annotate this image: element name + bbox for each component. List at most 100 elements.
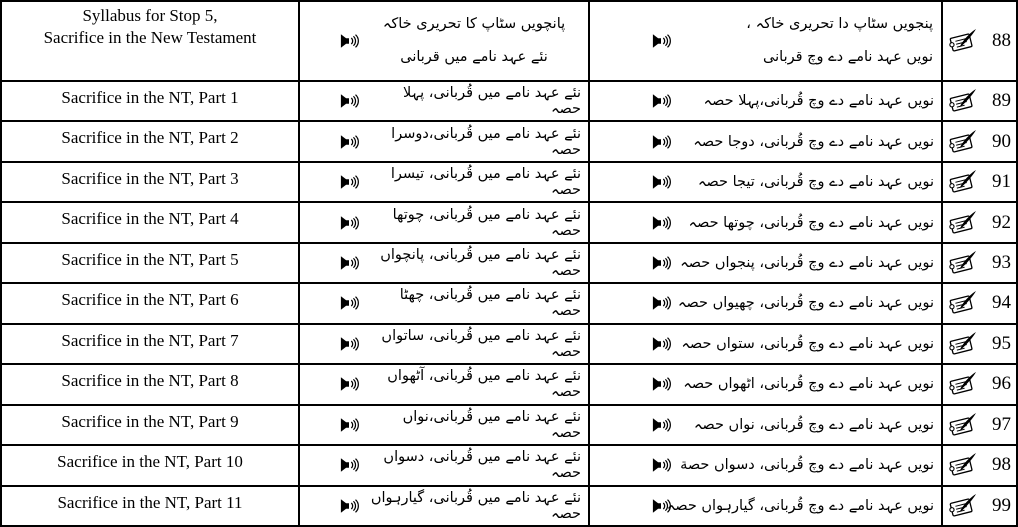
speaker-icon[interactable] (340, 33, 361, 49)
speaker-icon[interactable] (340, 134, 361, 149)
english-title: Sacrifice in the NT, Part 7 (61, 330, 239, 350)
urdu-title: نئے عہد نامے میں قُربانی،نواں حصہ (402, 408, 581, 441)
punjabi-audio-cell: نویں عہد نامے دے وچ قُربانی، نواں حصہ (590, 405, 941, 445)
urdu-title-line2: نئے عہد نامے میں قربانی (400, 49, 548, 65)
english-title-cell: Sacrifice in the NT, Part 6 (2, 284, 298, 323)
lesson-number-cell: 89 (943, 82, 1016, 121)
urdu-title-line1: پانچویں سٹاپ کا تحریری خاکہ (382, 15, 566, 32)
speaker-icon[interactable] (652, 296, 673, 311)
header-punjabi-cell: پنجویں سٹاپ دا تحریری خاکہ ، نویں عہد نا… (590, 2, 941, 80)
english-title: Sacrifice in the NT, Part 11 (57, 492, 243, 512)
scroll-pen-icon[interactable] (947, 129, 977, 155)
speaker-icon[interactable] (652, 457, 673, 473)
urdu-audio-cell: نئے عہد نامے میں قُربانی، دسواں حصہ (300, 446, 588, 485)
speaker-icon[interactable] (340, 498, 361, 514)
urdu-audio-cell: نئے عہد نامے میں قُربانی، ساتواں حصہ (300, 324, 588, 364)
speaker-icon[interactable] (340, 377, 361, 392)
scroll-pen-icon[interactable] (947, 169, 977, 195)
punjabi-audio-cell: نویں عہد نامے دے وچ قُربانی، چھیواں حصہ (590, 284, 941, 323)
lesson-number: 91 (992, 171, 1011, 193)
english-title-cell: Sacrifice in the NT, Part 2 (2, 122, 298, 161)
punjabi-audio-cell: نویں عہد نامے دے وچ قُربانی، گیارہواں حص… (590, 486, 941, 525)
english-title-cell: Sacrifice in the NT, Part 9 (2, 405, 298, 445)
lesson-number: 88 (992, 30, 1011, 51)
urdu-title: نئے عہد نامے میں قُربانی،دوسرا حصہ (391, 125, 581, 158)
urdu-audio-cell: نئے عہد نامے میں قُربانی، پانچواں حصہ (300, 243, 588, 283)
english-title-cell: Sacrifice in the NT, Part 3 (2, 162, 298, 202)
lesson-number-cell: 91 (943, 162, 1016, 202)
speaker-icon[interactable] (340, 417, 361, 433)
urdu-title: نئے عہد نامے میں قُربانی، گیارہواں حصہ (370, 489, 581, 522)
header-number-cell: 88 (943, 2, 1016, 80)
scroll-pen-icon[interactable] (947, 28, 977, 54)
speaker-icon[interactable] (652, 215, 673, 230)
lesson-number-cell: 90 (943, 122, 1016, 161)
speaker-icon[interactable] (652, 377, 673, 392)
speaker-icon[interactable] (652, 33, 673, 49)
urdu-audio-cell: نئے عہد نامے میں قُربانی،دوسرا حصہ (300, 122, 588, 161)
punjabi-audio-cell: نویں عہد نامے دے وچ قُربانی، ستواں حصہ (590, 324, 941, 364)
punjabi-title: نویں عہد نامے دے وچ قُربانی، دسواں حصة (680, 457, 934, 474)
speaker-icon[interactable] (340, 174, 361, 190)
punjabi-title: نویں عہد نامے دے وچ قُربانی، تیجا حصہ (697, 174, 934, 191)
urdu-title: نئے عہد نامے میں قُربانی، آٹھواں حصہ (387, 368, 581, 401)
english-title: Sacrifice in the NT, Part 10 (57, 452, 243, 472)
scroll-pen-icon[interactable] (947, 452, 977, 478)
punjabi-title: نویں عہد نامے دے وچ قُربانی، چوتھا حصہ (688, 214, 934, 231)
speaker-icon[interactable] (340, 255, 361, 271)
urdu-audio-cell: نئے عہد نامے میں قُربانی، تیسرا حصہ (300, 162, 588, 202)
urdu-audio-cell: نئے عہد نامے میں قُربانی،نواں حصہ (300, 405, 588, 445)
punjabi-audio-cell: نویں عہد نامے دے وچ قُربانی، اٹھواں حصہ (590, 365, 941, 404)
speaker-icon[interactable] (652, 134, 673, 149)
scroll-pen-icon[interactable] (947, 412, 977, 438)
punjabi-title: نویں عہد نامے دے وچ قُربانی، اٹھواں حصہ (683, 376, 934, 393)
speaker-icon[interactable] (652, 417, 673, 433)
urdu-title: نئے عہد نامے میں قُربانی، چھٹا حصہ (399, 287, 581, 320)
scroll-pen-icon[interactable] (947, 209, 977, 236)
punjabi-title: نویں عہد نامے دے وچ قُربانی،پہلا حصہ (703, 93, 934, 110)
speaker-icon[interactable] (340, 336, 361, 352)
urdu-audio-cell: نئے عہد نامے میں قُربانی، پہلا حصہ (300, 82, 588, 121)
english-title: Sacrifice in the NT, Part 5 (61, 249, 239, 269)
urdu-audio-cell: نئے عہد نامے میں قُربانی، چوتھا حصہ (300, 203, 588, 242)
speaker-icon[interactable] (652, 498, 673, 514)
punjabi-audio-cell: نویں عہد نامے دے وچ قُربانی، چوتھا حصہ (590, 203, 941, 242)
scroll-pen-icon[interactable] (947, 331, 977, 357)
punjabi-title: نویں عہد نامے دے وچ قُربانی، نواں حصہ (693, 416, 934, 433)
punjabi-audio-cell: نویں عہد نامے دے وچ قُربانی، دوجا حصہ (590, 122, 941, 161)
speaker-icon[interactable] (652, 255, 673, 271)
punjabi-title: نویں عہد نامے دے وچ قُربانی، پنجواں حصہ (680, 255, 934, 272)
speaker-icon[interactable] (340, 215, 361, 230)
scroll-pen-icon[interactable] (947, 250, 977, 276)
urdu-audio-cell: نئے عہد نامے میں قُربانی، آٹھواں حصہ (300, 365, 588, 404)
speaker-icon[interactable] (340, 296, 361, 311)
scroll-pen-icon[interactable] (947, 371, 977, 397)
english-title-cell: Sacrifice in the NT, Part 4 (2, 203, 298, 242)
lesson-number: 98 (992, 454, 1011, 476)
english-title-cell: Sacrifice in the NT, Part 11 (2, 486, 298, 525)
english-title-line2: Sacrifice in the New Testament (43, 27, 257, 47)
urdu-title: نئے عہد نامے میں قُربانی، پانچواں حصہ (380, 247, 581, 280)
scroll-pen-icon[interactable] (947, 88, 977, 114)
speaker-icon[interactable] (652, 336, 673, 352)
urdu-audio-cell: نئے عہد نامے میں قُربانی، چھٹا حصہ (300, 284, 588, 323)
speaker-icon[interactable] (340, 93, 361, 109)
scroll-pen-icon[interactable] (947, 493, 977, 519)
scroll-pen-icon[interactable] (947, 290, 977, 316)
speaker-icon[interactable] (340, 457, 361, 473)
speaker-icon[interactable] (652, 93, 673, 109)
lesson-number: 89 (992, 90, 1011, 112)
english-title: Sacrifice in the NT, Part 4 (61, 209, 239, 229)
lesson-number: 96 (992, 373, 1011, 395)
urdu-title: نئے عہد نامے میں قُربانی، ساتواں حصہ (381, 327, 581, 360)
punjabi-title: نویں عہد نامے دے وچ قُربانی، ستواں حصہ (681, 335, 934, 352)
english-title-cell: Sacrifice in the NT, Part 10 (2, 446, 298, 485)
punjabi-title: نویں عہد نامے دے وچ قُربانی، دوجا حصہ (693, 133, 934, 150)
speaker-icon[interactable] (652, 174, 673, 190)
lesson-number-cell: 93 (943, 243, 1016, 283)
punjabi-audio-cell: نویں عہد نامے دے وچ قُربانی، تیجا حصہ (590, 162, 941, 202)
urdu-audio-cell: نئے عہد نامے میں قُربانی، گیارہواں حصہ (300, 486, 588, 525)
lesson-number-cell: 95 (943, 324, 1016, 364)
english-title: Sacrifice in the NT, Part 6 (61, 290, 239, 310)
